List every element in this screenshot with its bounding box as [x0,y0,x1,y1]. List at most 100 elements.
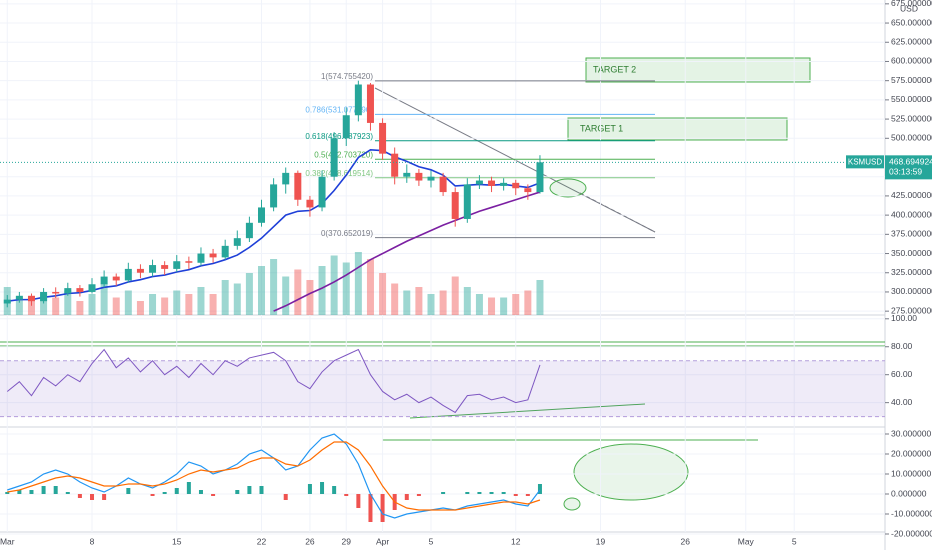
candle-body [76,288,84,292]
candle-body [403,172,411,177]
y-tick-label: 675.000000 [891,0,932,8]
macd-histogram [90,494,95,500]
macd-histogram [53,486,58,494]
candle-body [500,182,508,186]
candle-body [342,115,350,139]
volume-bar [149,294,157,315]
y-tick-label: 325.000000 [891,267,932,277]
candle-body [197,253,205,263]
highlight-ellipse [573,443,689,501]
volume-bar [415,287,423,315]
volume-bar [354,252,362,315]
x-tick-label: Mar [0,536,15,546]
y-tick-label: 10.000000 [891,468,931,478]
target-box [567,117,788,141]
y-tick-label: -10.000000 [891,508,932,518]
trend-line [374,87,656,233]
candle-body [354,84,362,116]
y-tick-label: 275.000000 [891,305,932,315]
macd-histogram [102,494,107,500]
macd-histogram [211,494,216,496]
target-box [585,57,811,83]
volume-bar [245,273,253,315]
macd-histogram [356,494,361,508]
moving-average [273,191,541,312]
rsi-band [0,360,885,417]
x-tick-label: 8 [90,536,95,546]
candle-body [536,162,544,193]
candle-body [100,276,108,285]
candle-body [88,284,96,292]
x-tick-label: 26 [305,536,315,546]
volume-bar [221,280,229,315]
candle-body [233,238,241,246]
macd-histogram [404,494,409,500]
candle-body [52,291,60,294]
volume-bar [15,297,23,315]
y-tick-label: 500.000000 [891,133,932,143]
volume-bar [185,294,193,315]
candle-body [185,261,193,263]
volume-bar [536,280,544,315]
volume-bar [391,283,399,315]
y-tick-label: 80.00 [891,341,913,351]
volume-bar [500,297,508,315]
macd-histogram [380,494,385,522]
candle-body [221,245,229,258]
macd-histogram [513,494,518,496]
macd-histogram [489,492,494,494]
volume-bar [306,280,314,315]
macd-histogram [283,494,288,500]
y-tick-label: 550.000000 [891,94,932,104]
volume-bar [463,287,471,315]
macd-histogram [320,482,325,494]
candle-body [258,207,266,223]
target-label: TARGET 2 [593,64,636,74]
macd-histogram [162,492,167,494]
volume-bar [258,266,266,315]
candle-body [173,261,181,269]
highlight-ellipse [563,497,581,511]
x-tick-label: 15 [172,536,182,546]
symbol-label: KSMUSD [848,157,882,166]
macd-histogram [477,492,482,494]
price-tag [885,155,932,180]
candle-body [64,288,72,294]
volume-bar [488,297,496,315]
candle-body [524,188,532,193]
volume-bar [100,283,108,315]
x-tick-label: 12 [511,536,521,546]
target-label: TARGET 1 [580,123,623,133]
x-tick-label: May [738,536,755,546]
volume-bar [88,294,96,315]
symbol-tag [846,155,884,169]
volume-bar [40,294,48,315]
candle-body [427,176,435,181]
x-tick-label: 5 [792,536,797,546]
macd-histogram [29,490,34,494]
volume-bar [439,290,447,315]
x-tick-label: 19 [596,536,606,546]
volume-bar [197,287,205,315]
volume-bar [379,273,387,315]
currency: USD [900,3,918,13]
macd-histogram [186,482,191,494]
y-tick-label: 425.000000 [891,190,932,200]
y-tick-label: 60.00 [891,369,913,379]
y-tick-label: 0.000000 [891,488,927,498]
volume-bar [475,294,483,315]
candle-body [136,268,144,273]
highlight-ellipse [549,178,587,198]
candle-body [512,182,520,189]
fib-label: 0.5(472.703720) [314,150,373,159]
y-tick-label: 40.00 [891,397,913,407]
y-tick-label: 20.000000 [891,448,931,458]
candle-body [27,295,35,302]
candle-body [3,299,11,304]
candle-body [451,192,459,219]
rsi-line [6,348,541,414]
volume-bar [27,301,35,315]
fib-label: 0.382(448.619514) [305,169,373,178]
